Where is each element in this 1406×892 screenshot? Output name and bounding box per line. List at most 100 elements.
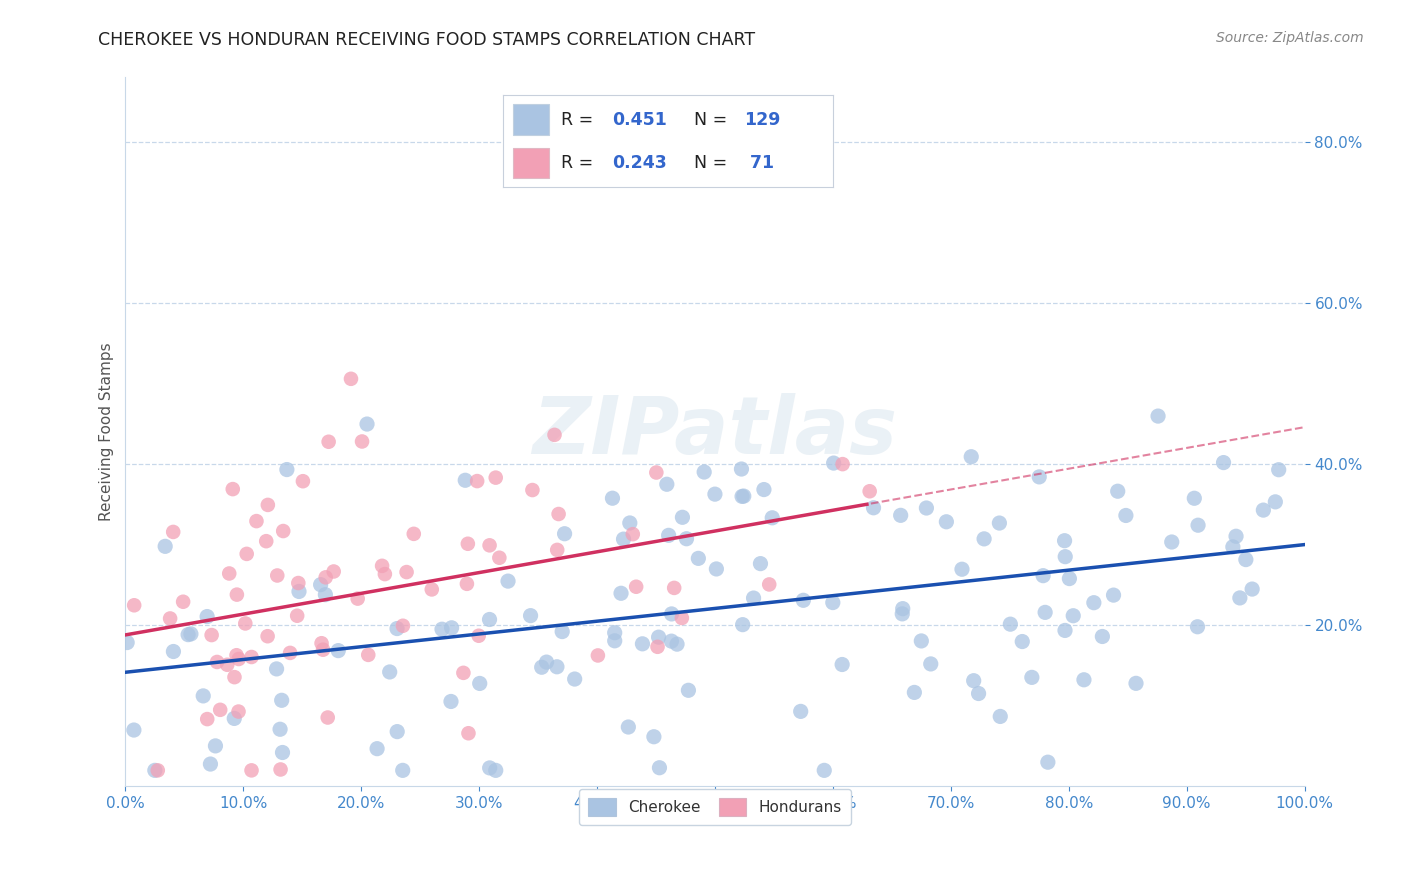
- Point: [420, 582, 443, 597]
- Point: [1187, 518, 1209, 533]
- Point: [371, 558, 394, 573]
- Point: [813, 764, 835, 778]
- Point: [266, 662, 288, 676]
- Point: [671, 611, 693, 625]
- Point: [312, 642, 335, 657]
- Point: [218, 566, 240, 581]
- Point: [703, 487, 725, 501]
- Point: [311, 636, 333, 650]
- Point: [478, 761, 501, 775]
- Point: [862, 500, 884, 515]
- Point: [352, 434, 374, 449]
- Legend: Cherokee, Hondurans: Cherokee, Hondurans: [579, 789, 851, 825]
- Point: [631, 637, 654, 651]
- Point: [546, 660, 568, 674]
- Point: [910, 634, 932, 648]
- Point: [254, 534, 277, 549]
- Point: [519, 608, 541, 623]
- Point: [645, 466, 668, 480]
- Point: [385, 622, 408, 636]
- Point: [973, 532, 995, 546]
- Point: [224, 670, 246, 684]
- Point: [314, 588, 336, 602]
- Point: [440, 694, 463, 708]
- Point: [1234, 552, 1257, 566]
- Point: [235, 547, 257, 561]
- Point: [177, 627, 200, 641]
- Point: [621, 527, 644, 541]
- Point: [1212, 456, 1234, 470]
- Point: [603, 625, 626, 640]
- Point: [648, 761, 671, 775]
- Point: [224, 711, 246, 725]
- Point: [1267, 463, 1289, 477]
- Point: [159, 611, 181, 625]
- Point: [271, 746, 294, 760]
- Point: [340, 372, 363, 386]
- Point: [172, 595, 194, 609]
- Point: [201, 628, 224, 642]
- Point: [758, 577, 780, 591]
- Point: [821, 596, 844, 610]
- Point: [195, 712, 218, 726]
- Point: [988, 516, 1011, 530]
- Point: [143, 764, 166, 778]
- Point: [1028, 470, 1050, 484]
- Point: [395, 565, 418, 579]
- Point: [225, 588, 247, 602]
- Point: [967, 686, 990, 700]
- Point: [920, 657, 942, 671]
- Point: [291, 474, 314, 488]
- Point: [619, 516, 641, 530]
- Point: [240, 764, 263, 778]
- Point: [378, 665, 401, 679]
- Point: [205, 655, 228, 669]
- Point: [1264, 495, 1286, 509]
- Point: [217, 657, 239, 672]
- Point: [180, 627, 202, 641]
- Point: [661, 607, 683, 621]
- Point: [457, 726, 479, 740]
- Point: [915, 501, 938, 516]
- Point: [228, 705, 250, 719]
- Point: [522, 483, 544, 497]
- Point: [617, 720, 640, 734]
- Point: [122, 599, 145, 613]
- Point: [658, 528, 681, 542]
- Point: [257, 498, 280, 512]
- Point: [1083, 596, 1105, 610]
- Y-axis label: Receiving Food Stamps: Receiving Food Stamps: [100, 343, 114, 521]
- Point: [1011, 634, 1033, 648]
- Point: [661, 634, 683, 648]
- Point: [586, 648, 609, 663]
- Point: [153, 539, 176, 553]
- Point: [988, 709, 1011, 723]
- Point: [891, 601, 914, 615]
- Point: [1225, 529, 1247, 543]
- Point: [890, 508, 912, 523]
- Point: [647, 630, 669, 644]
- Point: [288, 584, 311, 599]
- Point: [1000, 617, 1022, 632]
- Point: [256, 629, 278, 643]
- Point: [385, 724, 408, 739]
- Point: [270, 763, 292, 777]
- Point: [1036, 755, 1059, 769]
- Point: [485, 470, 508, 484]
- Point: [950, 562, 973, 576]
- Point: [209, 703, 232, 717]
- Point: [309, 577, 332, 591]
- Point: [603, 633, 626, 648]
- Point: [1054, 549, 1077, 564]
- Point: [730, 462, 752, 476]
- Point: [374, 567, 396, 582]
- Point: [963, 673, 986, 688]
- Point: [1073, 673, 1095, 687]
- Point: [269, 723, 291, 737]
- Point: [731, 490, 754, 504]
- Point: [266, 568, 288, 582]
- Point: [675, 532, 697, 546]
- Point: [222, 482, 245, 496]
- Point: [456, 577, 478, 591]
- Text: Source: ZipAtlas.com: Source: ZipAtlas.com: [1216, 31, 1364, 45]
